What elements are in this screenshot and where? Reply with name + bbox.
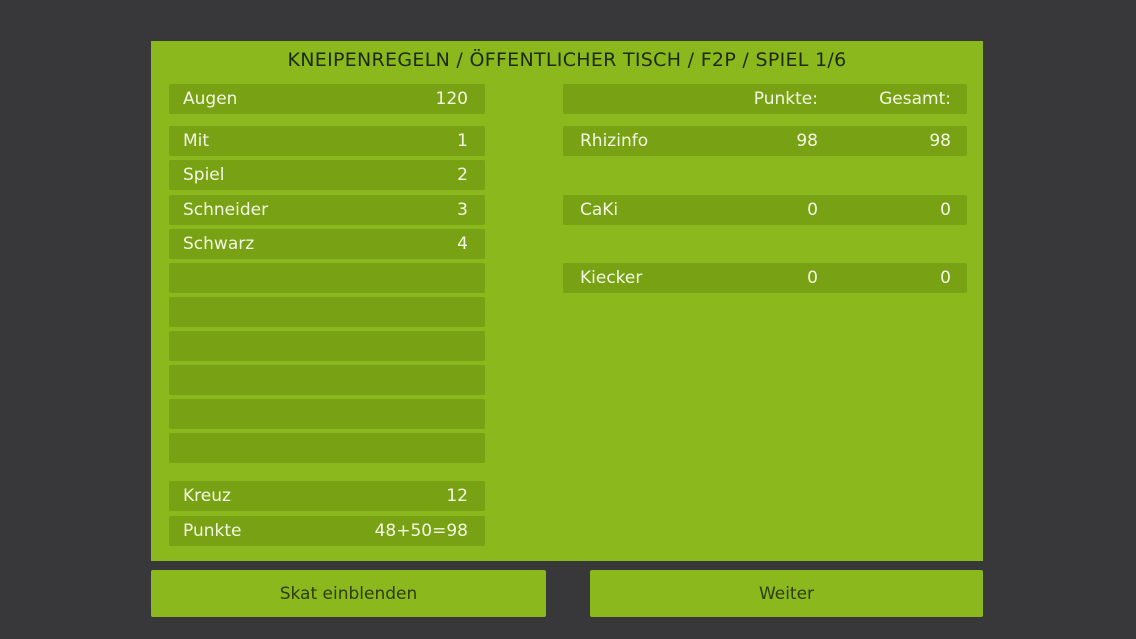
punkte-label: Punkte [183,521,242,541]
show-skat-button[interactable]: Skat einblenden [151,570,546,617]
factor-row-mit: Mit 1 [169,126,485,156]
player-gesamt: 98 [929,131,951,151]
player-punkte: 0 [807,200,818,220]
factor-row-schwarz: Schwarz 4 [169,229,485,259]
player-row: Rhizinfo 98 98 [563,126,967,156]
kreuz-value: 12 [446,486,468,506]
next-button[interactable]: Weiter [590,570,983,617]
empty-factor-row [169,433,485,463]
factor-value: 4 [457,234,468,254]
player-punkte: 98 [796,131,818,151]
game-title: KNEIPENREGELN / ÖFFENTLICHER TISCH / F2P… [287,49,847,71]
factor-row-schneider: Schneider 3 [169,195,485,225]
punkte-column-header: Punkte: [753,89,818,109]
scoreboard-header: Punkte: Gesamt: [563,84,967,114]
player-name: Rhizinfo [580,131,649,151]
kreuz-label: Kreuz [183,486,231,506]
player-gesamt: 0 [940,200,951,220]
player-row: Kiecker 0 0 [563,263,967,293]
empty-factor-row [169,399,485,429]
empty-factor-row [169,365,485,395]
player-gesamt: 0 [940,268,951,288]
punkte-row: Punkte 48+50=98 [169,516,485,546]
factor-label: Mit [183,131,210,151]
factor-label: Spiel [183,165,225,185]
player-row: CaKi 0 0 [563,195,967,225]
punkte-value: 48+50=98 [374,521,468,541]
player-name: CaKi [580,200,619,220]
factor-row-spiel: Spiel 2 [169,160,485,190]
empty-factor-row [169,297,485,327]
empty-factor-row [169,331,485,361]
factor-label: Schwarz [183,234,255,254]
factor-label: Schneider [183,200,269,220]
augen-row: Augen 120 [169,84,485,114]
score-panel: KNEIPENREGELN / ÖFFENTLICHER TISCH / F2P… [151,41,983,561]
factor-value: 2 [457,165,468,185]
augen-value: 120 [435,89,468,109]
gesamt-column-header: Gesamt: [879,89,951,109]
kreuz-row: Kreuz 12 [169,481,485,511]
augen-label: Augen [183,89,238,109]
player-punkte: 0 [807,268,818,288]
factor-value: 3 [457,200,468,220]
empty-factor-row [169,263,485,293]
factor-value: 1 [457,131,468,151]
player-name: Kiecker [580,268,643,288]
